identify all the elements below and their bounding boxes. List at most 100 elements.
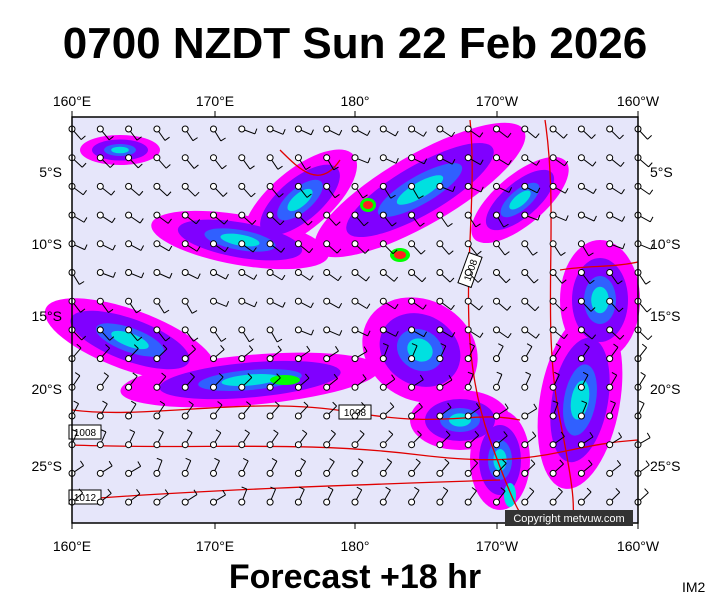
barb-flag [130,400,137,405]
barb-flag [102,400,108,405]
longitude-label: 170°W [476,93,519,109]
barb-flag [447,223,453,228]
isobar [544,119,576,524]
barb-flag [619,334,625,340]
station [181,182,189,190]
station [210,498,217,506]
station [181,469,189,477]
station [379,355,387,363]
barb-flag [440,343,447,347]
barb-flag [564,188,569,194]
barb-flag [536,160,540,166]
station [238,154,246,162]
barb-flag [193,337,199,342]
barb-flag [451,332,456,338]
barb-flag [501,459,507,464]
barb-flag [220,344,225,350]
barb-flag [421,277,427,283]
barb-flag [589,279,595,285]
longitude-label: 180° [341,93,370,109]
station [153,125,161,133]
station [125,125,133,133]
barb-flag [156,457,163,461]
barb-flag [584,343,590,348]
station [493,269,500,276]
station [549,383,557,391]
barb-flag [249,165,255,170]
barb-flag [167,218,172,224]
latitude-label: 25°S [31,458,62,474]
station [351,383,359,391]
station [210,211,217,219]
barb-flag [165,337,171,342]
barb-flag [386,458,392,463]
station [153,297,161,305]
station [379,182,387,190]
barb-flag [414,486,420,491]
station [351,269,359,276]
station [436,469,444,477]
barb-flag [529,487,535,492]
barb-flag [586,487,592,493]
station [577,469,585,477]
station [153,269,161,276]
barb-flag [282,302,286,308]
barb-flag [249,338,255,343]
station [521,211,529,219]
barb-flag [254,128,258,135]
barb-flag [226,301,230,307]
station [266,355,274,363]
barb-flag [107,488,112,494]
barb-flag [391,374,396,380]
barb-flag [390,194,396,199]
station [210,469,217,477]
station [464,182,472,190]
barb-flag [110,190,116,196]
barb-flag [137,461,142,467]
barb-flag [563,133,568,139]
copyright: Copyright metvuw.com [513,513,624,525]
station [323,326,331,334]
station [408,240,416,248]
station [606,269,614,276]
barb-flag [448,250,454,255]
barb-flag [394,303,399,310]
barb-flag [139,218,144,224]
station [521,412,529,420]
station [577,182,585,190]
barb-flag [504,251,510,256]
station [577,269,585,276]
barb-flag [279,220,285,226]
barb-flag [588,459,593,465]
barb-flag [81,335,87,341]
barb-flag [530,459,536,465]
station [606,297,614,305]
barb-flag [473,458,478,464]
barb-flag [395,331,399,337]
barb-flag [82,190,87,196]
barb-flag [189,372,195,378]
barb-flag [467,371,474,375]
station [493,211,500,219]
station [521,297,529,305]
station [521,154,529,162]
isobar-label: 1008 [74,428,97,439]
latitude-label: 20°S [650,381,681,397]
station [153,154,161,162]
station [238,469,246,477]
station [606,211,614,219]
barb-flag [327,486,334,491]
barb-flag [478,305,483,311]
barb-flag [217,401,223,406]
station [266,498,274,506]
barb-flag [214,457,220,462]
barb-flag [194,191,200,197]
station [521,469,529,477]
barb-flag [619,134,624,140]
longitude-label: 170°W [476,538,519,554]
station [238,355,246,363]
barb-flag [444,458,450,464]
barb-flag [248,345,254,351]
barb-flag [591,334,597,340]
rain-area [591,286,609,314]
